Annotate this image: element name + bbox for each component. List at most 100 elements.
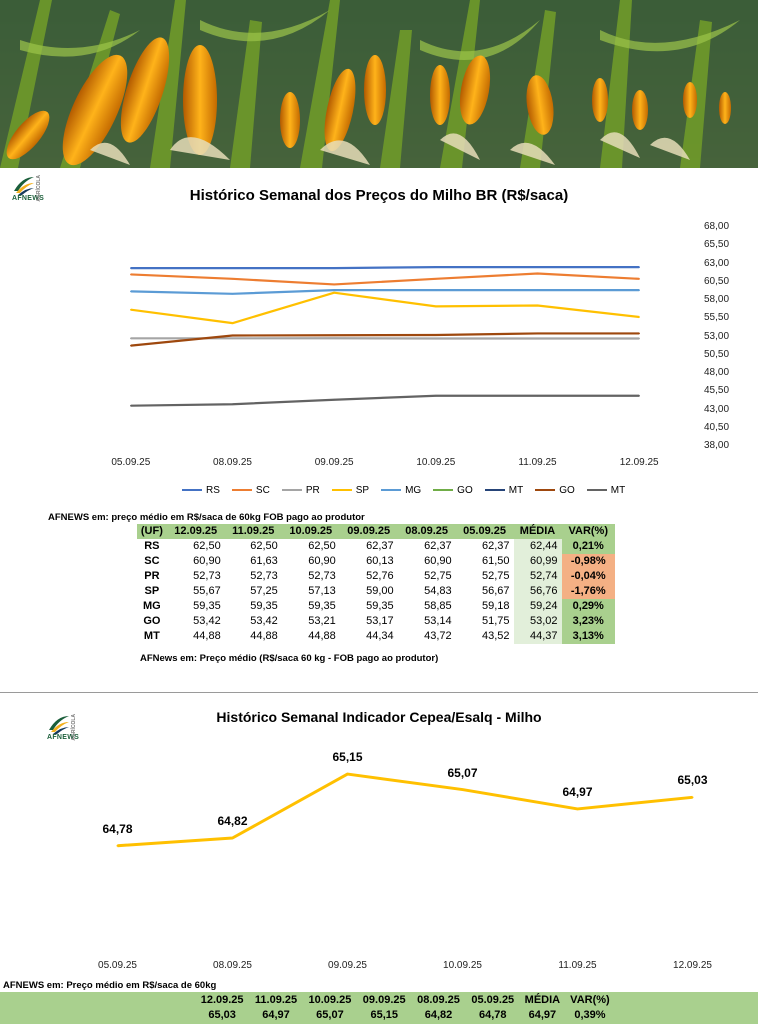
data-label: 65,07 (447, 765, 478, 780)
table-header-cell: 09.09.25 (339, 524, 398, 539)
y-tick-label: 38,00 (704, 440, 730, 451)
table-cell: 44,37 (513, 629, 562, 644)
x-tick-label: 09.09.25 (328, 960, 367, 971)
table-cell: 44,88 (250, 630, 278, 642)
data-point-pr (536, 337, 539, 340)
data-point-sc (435, 278, 437, 280)
table-cell: 0,39% (564, 1008, 615, 1023)
table-header-cell: 08.09.25 (397, 524, 456, 539)
data-point-sp (638, 316, 640, 318)
table-cell: 65,07 (302, 1008, 358, 1023)
table-cell: 60,99 (513, 554, 562, 569)
table-cell: 52,73 (193, 570, 221, 582)
legend-item-sp: SP (331, 485, 369, 496)
table-row: MT 44,88 44,88 44,88 44,34 43,72 43,52 44,37 3,1… (137, 629, 615, 644)
data-point-mt (333, 398, 335, 401)
legend-swatch (331, 489, 352, 491)
data-point-go (333, 334, 335, 337)
table-cell: 53,42 (193, 615, 221, 627)
table-cell: 56,67 (482, 585, 510, 597)
data-point-sc (130, 273, 132, 276)
indicator-table: 12.09.25 11.09.25 10.09.25 09.09.25 08.09.25… (195, 993, 615, 1023)
table-cell: 53,14 (424, 615, 452, 627)
table-cell: 56,76 (513, 584, 562, 599)
data-point-mg (130, 290, 132, 293)
data-label: 64,82 (217, 814, 248, 828)
y-tick-label: 68,00 (704, 221, 730, 232)
table-cell: GO (143, 615, 161, 627)
corn-banner-image (0, 0, 758, 168)
indicator-point (576, 807, 579, 810)
legend-swatch (231, 489, 252, 491)
data-point-sc (333, 283, 335, 286)
legend-label: GO (457, 484, 473, 496)
table-cell: 54,83 (424, 585, 452, 597)
table-cell: 64,82 (411, 1008, 466, 1023)
table-row: GO 53,42 53,42 53,21 53,17 53,14 51,75 53,02 3,2… (137, 614, 615, 629)
data-point-go (638, 332, 640, 335)
x-tick-label: 12.09.25 (619, 457, 659, 468)
table1-note-top: AFNEWS em: preço médio em R$/saca de 60k… (48, 512, 365, 523)
table-cell: 59,18 (482, 600, 510, 612)
table-cell: MG (143, 600, 161, 612)
afnews-logo-text: AFNEWS (47, 734, 80, 741)
legend-item-pr: PR (281, 485, 320, 496)
table-header-cell: 10.09.25 (281, 524, 340, 539)
data-point-rs (130, 267, 132, 269)
series-line-sc (130, 272, 640, 286)
legend-label: MT (508, 484, 524, 496)
series-line-mt (130, 394, 640, 407)
series-line-sp (130, 291, 640, 325)
table-cell: 53,42 (250, 615, 278, 627)
legend-item-mt: MT (586, 485, 625, 496)
price-table-header-row: (UF) 12.09.25 11.09.25 10.09.25 09.09.25 08.0… (137, 524, 615, 539)
table-cell: 44,34 (366, 630, 394, 642)
table-cell: 65,03 (195, 1008, 250, 1023)
table-cell: 60,90 (308, 555, 336, 567)
table-cell: 52,74 (513, 569, 562, 584)
legend-swatch (182, 489, 202, 491)
table-cell: 53,02 (513, 614, 562, 629)
legend-item-go: GO (433, 485, 473, 496)
data-point-sp (231, 322, 234, 324)
legend-item-mg: MG (381, 485, 421, 496)
section-divider (0, 692, 758, 693)
table-cell: PR (144, 570, 160, 582)
table-cell: 62,37 (482, 540, 510, 552)
table-row: MG 59,35 59,35 59,35 59,35 58,85 59,18 59,24 0,2… (137, 599, 615, 614)
table-cell: 62,37 (424, 540, 452, 552)
table-cell: 43,52 (482, 630, 510, 642)
afnews-logo: AFNEWS AGRÍCOLA (10, 173, 44, 207)
legend-label: MG (405, 484, 422, 496)
table-cell: 59,35 (193, 600, 221, 612)
corn-field-illustration (0, 0, 758, 168)
data-point-go (231, 334, 234, 337)
y-tick-label: 45,50 (704, 385, 730, 397)
x-tick-label: 05.09.25 (98, 960, 137, 971)
data-point-go (435, 334, 437, 336)
table-cell: 62,37 (366, 540, 394, 552)
x-tick-label: 11.09.25 (558, 960, 597, 971)
table-cell: 3,23% (561, 614, 615, 629)
data-point-go (130, 344, 132, 347)
table-cell: 59,35 (308, 600, 336, 612)
afnews-logo-text: AFNEWS (12, 195, 45, 202)
x-tick-label: 08.09.25 (213, 960, 252, 971)
data-point-rs (536, 266, 539, 268)
table-header-cell: 11.09.25 (249, 993, 303, 1008)
data-point-mt (638, 394, 640, 397)
legend-label: GO (559, 484, 575, 496)
table-cell: 52,75 (482, 570, 510, 582)
indicator-point (116, 844, 119, 847)
table-cell: 0,21% (561, 539, 615, 554)
legend-swatch (281, 489, 302, 491)
table-cell: 59,35 (366, 600, 394, 612)
data-label: 65,15 (332, 750, 363, 765)
indicator-point (691, 796, 694, 799)
table-cell: 59,35 (250, 600, 278, 612)
data-point-mt (536, 394, 539, 397)
table-cell: RS (144, 540, 160, 552)
afnews-logo-2: AFNEWS AGRÍCOLA (45, 712, 79, 746)
table-header-cell: (UF) (137, 524, 167, 539)
y-tick-label: 58,00 (704, 294, 730, 305)
